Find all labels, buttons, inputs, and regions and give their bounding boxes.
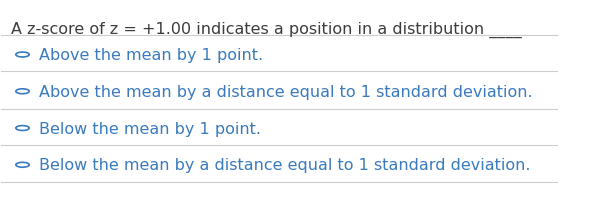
Text: Below the mean by a distance equal to 1 standard deviation.: Below the mean by a distance equal to 1 … <box>39 158 531 172</box>
Text: A z-score of z = +1.00 indicates a position in a distribution ____: A z-score of z = +1.00 indicates a posit… <box>12 22 522 38</box>
Text: Below the mean by 1 point.: Below the mean by 1 point. <box>39 121 261 136</box>
Text: Above the mean by a distance equal to 1 standard deviation.: Above the mean by a distance equal to 1 … <box>39 84 533 99</box>
Text: Above the mean by 1 point.: Above the mean by 1 point. <box>39 48 263 63</box>
